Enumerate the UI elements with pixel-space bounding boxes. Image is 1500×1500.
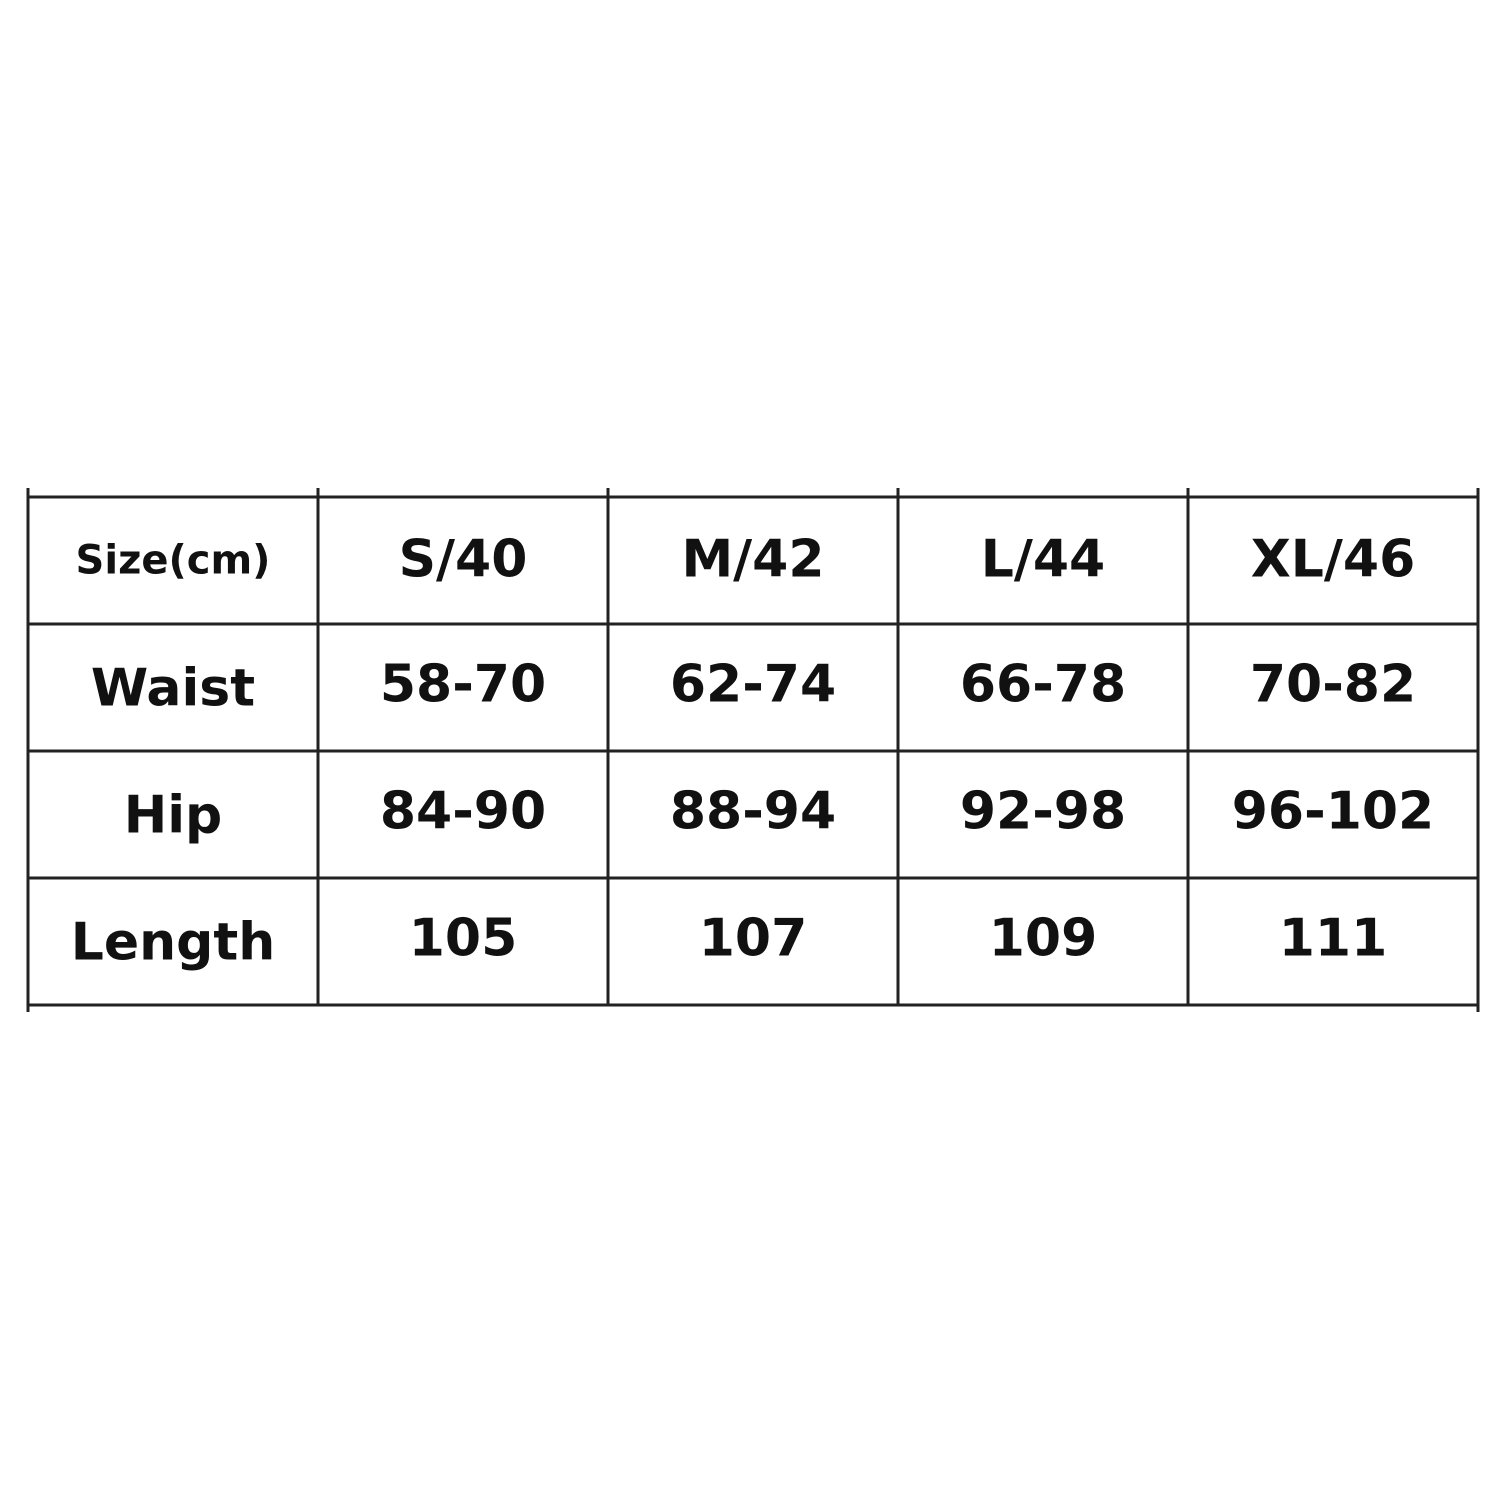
row-label: Length bbox=[71, 913, 276, 973]
cell: 92-98 bbox=[960, 782, 1126, 842]
header-cell: S/40 bbox=[399, 530, 528, 590]
header-cell: Size(cm) bbox=[76, 538, 271, 584]
cell: 107 bbox=[699, 909, 808, 969]
header-cell: L/44 bbox=[981, 530, 1106, 590]
cell: 88-94 bbox=[670, 782, 836, 842]
cell: 84-90 bbox=[380, 782, 546, 842]
cell: 66-78 bbox=[960, 655, 1126, 715]
cell: 96-102 bbox=[1232, 782, 1435, 842]
header-cell: XL/46 bbox=[1251, 530, 1416, 590]
cell: 109 bbox=[989, 909, 1098, 969]
cell: 70-82 bbox=[1250, 655, 1416, 715]
row-label: Hip bbox=[124, 786, 223, 846]
cell: 105 bbox=[409, 909, 518, 969]
cell: 62-74 bbox=[670, 655, 836, 715]
cell: 58-70 bbox=[380, 655, 546, 715]
cell: 111 bbox=[1279, 909, 1388, 969]
row-label: Waist bbox=[91, 659, 255, 719]
grid bbox=[26, 488, 1480, 1012]
header-cell: M/42 bbox=[681, 530, 824, 590]
